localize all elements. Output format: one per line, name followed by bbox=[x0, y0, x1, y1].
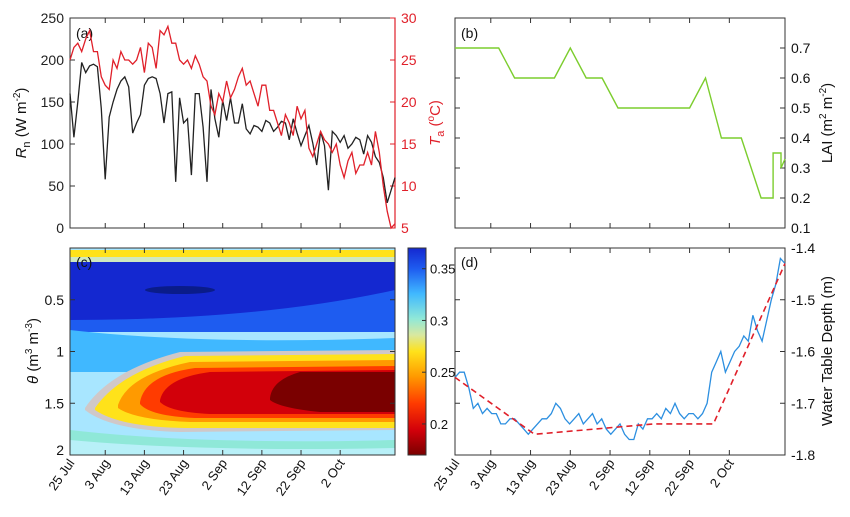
colorbar-tick-label: 0.35 bbox=[430, 262, 455, 277]
panel-a-chart: (a) 0 50 100 150 200 250 5 10 15 20 25 30 Rn (W m-2… bbox=[12, 10, 447, 236]
right-y-tick-label: -1.8 bbox=[791, 447, 815, 463]
x-tick-label: 12 Sep bbox=[621, 456, 657, 498]
right-y-tick-label: -1.6 bbox=[791, 344, 815, 360]
panel-b-content: 0.1 0.2 0.3 0.4 0.5 0.6 0.7 bbox=[454, 18, 811, 236]
panel-a-label: (a) bbox=[76, 25, 93, 41]
panel-a-right-axis-title: Ta (oC) bbox=[426, 100, 447, 146]
right-y-tick-label: 0.3 bbox=[791, 160, 811, 176]
x-tick-label: 13 Aug bbox=[116, 456, 152, 498]
right-y-tick-label: 15 bbox=[401, 136, 417, 152]
panel-d-content: -1.8 -1.7 -1.6 -1.5 -1.4 bbox=[454, 240, 815, 463]
left-y-tick-label: 250 bbox=[41, 10, 65, 26]
x-tick-label: 12 Sep bbox=[233, 456, 269, 498]
panel-a-content: 0 50 100 150 200 250 5 10 15 20 25 30 bbox=[41, 10, 417, 236]
trend-line bbox=[454, 263, 786, 436]
y-tick-label: 2 bbox=[56, 442, 64, 458]
panel-d-label: (d) bbox=[461, 254, 478, 270]
x-tick-label: 3 Aug bbox=[81, 456, 112, 492]
series-line-ta bbox=[69, 24, 396, 230]
right-y-tick-label: 0.1 bbox=[791, 220, 811, 236]
panel-c-label: (c) bbox=[76, 254, 92, 270]
panel-b-frame bbox=[454, 17, 786, 229]
left-y-tick-label: 200 bbox=[41, 52, 65, 68]
x-tick-label: 25 Jul bbox=[430, 456, 462, 493]
colorbar-tick-label: 0.25 bbox=[430, 365, 455, 380]
panel-c-axis-title: θ (m3 m-3) bbox=[24, 318, 42, 384]
x-tick-label: 22 Sep bbox=[661, 456, 697, 498]
right-y-tick-label: -1.5 bbox=[791, 292, 815, 308]
panel-d-x-tick-labels: 25 Jul 3 Aug 13 Aug 23 Aug 2 Sep 12 Sep 22 Sep… bbox=[430, 456, 737, 499]
right-y-tick-label: 0.2 bbox=[791, 190, 811, 206]
colorbar-ticks: 0.2 0.25 0.3 0.35 bbox=[422, 262, 455, 432]
right-y-tick-label: 10 bbox=[401, 178, 417, 194]
colorbar-tick-label: 0.3 bbox=[430, 313, 448, 328]
x-tick-label: 13 Aug bbox=[502, 456, 538, 498]
x-tick-label: 23 Aug bbox=[542, 456, 578, 498]
x-tick-label: 2 Sep bbox=[198, 456, 230, 492]
panel-a-frame bbox=[69, 17, 396, 229]
x-tick-label: 3 Aug bbox=[467, 456, 498, 492]
series-line-rn bbox=[69, 62, 396, 203]
colorbar-tick-label: 0.2 bbox=[430, 417, 448, 432]
panel-b-axis-title: LAI (m2 m-2) bbox=[818, 83, 836, 163]
left-y-tick-label: 100 bbox=[41, 136, 65, 152]
right-y-tick-label: 25 bbox=[401, 52, 417, 68]
panel-b-label: (b) bbox=[461, 25, 478, 41]
y-tick-label: 1.5 bbox=[45, 395, 65, 411]
x-tick-label: 22 Sep bbox=[273, 456, 309, 498]
panel-c-x-tick-labels: 25 Jul 3 Aug 13 Aug 23 Aug 2 Sep 12 Sep 22 Sep… bbox=[45, 456, 348, 499]
series-line-water-table bbox=[454, 256, 786, 441]
right-y-tick-label: -1.7 bbox=[791, 395, 815, 411]
colorbar bbox=[407, 247, 427, 456]
left-y-tick-label: 0 bbox=[56, 220, 64, 236]
x-tick-label: 23 Aug bbox=[155, 456, 191, 498]
right-y-tick-label: 0.7 bbox=[791, 40, 811, 56]
right-y-tick-label: 30 bbox=[401, 10, 417, 26]
right-y-tick-label: 20 bbox=[401, 94, 417, 110]
right-y-tick-label: 0.6 bbox=[791, 70, 811, 86]
right-y-tick-label: 5 bbox=[401, 220, 409, 236]
right-y-tick-label: 0.4 bbox=[791, 130, 811, 146]
panel-c-content: 0.5 1 1.5 2 bbox=[45, 248, 395, 458]
x-tick-label: 2 Oct bbox=[318, 456, 348, 490]
panel-b-chart: (b) 0.1 0.2 0.3 0.4 0.5 0.6 0.7 LAI (m2 m-2) bbox=[454, 17, 836, 236]
y-tick-label: 0.5 bbox=[45, 292, 65, 308]
panel-a-left-axis-title: Rn (W m-2) bbox=[12, 88, 33, 159]
panel-c-chart: (c) 0.5 1 1.5 2 θ (m3 m-3) 0.2 0.25 0.3 0.35 bbox=[24, 247, 455, 458]
series-line-lai bbox=[455, 46, 786, 199]
panel-d-axis-title: Water Table Depth (m) bbox=[819, 276, 836, 426]
left-y-tick-label: 150 bbox=[41, 94, 65, 110]
right-y-tick-label: -1.4 bbox=[791, 240, 815, 256]
x-tick-label: 2 Sep bbox=[586, 456, 618, 492]
y-tick-label: 1 bbox=[56, 344, 64, 360]
left-y-tick-label: 50 bbox=[48, 178, 64, 194]
x-tick-label: 2 Oct bbox=[707, 456, 737, 490]
panel-d-chart: (d) -1.8 -1.7 -1.6 -1.5 -1.4 Water Table Dep… bbox=[454, 240, 836, 463]
right-y-tick-label: 0.5 bbox=[791, 100, 811, 116]
x-tick-label: 25 Jul bbox=[45, 456, 77, 493]
heatmap-field bbox=[70, 248, 395, 455]
